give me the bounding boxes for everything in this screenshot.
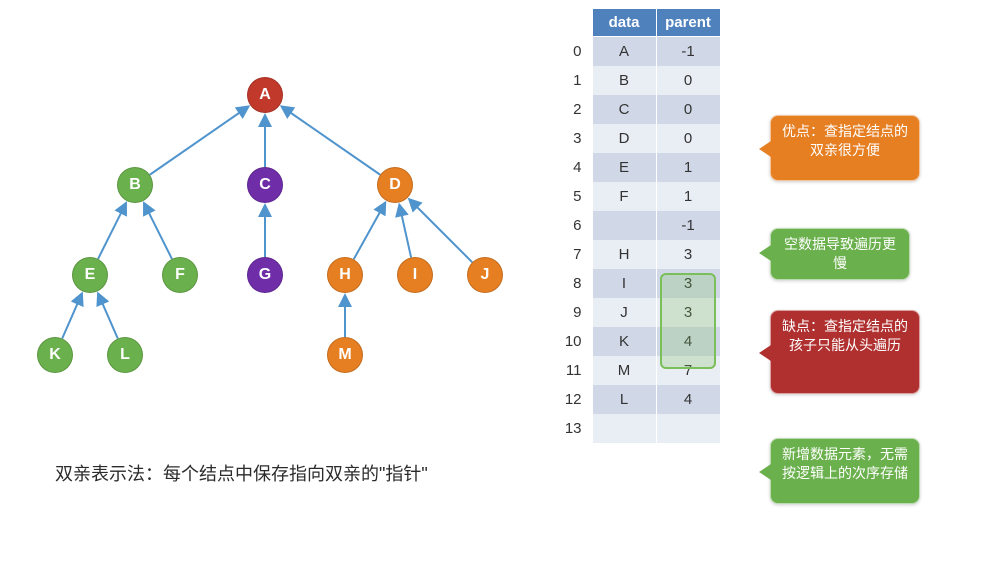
cell-data: L [592,385,656,414]
callout-advantage: 优点：查指定结点的双亲很方便 [770,115,920,181]
table-row: 9J3 [562,298,720,327]
cell-data: J [592,298,656,327]
table-header-blank [562,9,592,37]
tree-edge [150,106,249,174]
callout-tail [759,464,771,480]
cell-parent: 7 [656,356,720,385]
tree-edges [0,0,560,420]
table-row: 7H3 [562,240,720,269]
cell-data: A [592,37,656,67]
tree-edge [62,293,82,338]
cell-parent: -1 [656,211,720,240]
tree-node-e: E [72,257,108,293]
row-index: 1 [562,66,592,95]
cell-parent: 1 [656,153,720,182]
cell-data: M [592,356,656,385]
table-row: 12L4 [562,385,720,414]
tree-edge [399,205,411,258]
cell-data: I [592,269,656,298]
cell-data: K [592,327,656,356]
row-index: 3 [562,124,592,153]
tree-node-b: B [117,167,153,203]
tree-node-i: I [397,257,433,293]
cell-parent: -1 [656,37,720,67]
table-row: 13 [562,414,720,443]
row-index: 11 [562,356,592,385]
cell-parent: 4 [656,327,720,356]
table-row: 6 -1 [562,211,720,240]
tree-node-j: J [467,257,503,293]
cell-parent: 3 [656,240,720,269]
table-row: 4E1 [562,153,720,182]
tree-edge [354,202,386,259]
tree-node-g: G [247,257,283,293]
table-header-data: data [592,9,656,37]
table-row: 5F1 [562,182,720,211]
row-index: 12 [562,385,592,414]
cell-data [592,211,656,240]
row-index: 9 [562,298,592,327]
tree-node-h: H [327,257,363,293]
cell-data: B [592,66,656,95]
row-index: 4 [562,153,592,182]
cell-parent: 0 [656,124,720,153]
tree-node-m: M [327,337,363,373]
parent-table-wrap: dataparent0A-11B02C03D04E15F16-17H38I39J… [562,8,721,443]
table-header-parent: parent [656,9,720,37]
table-row: 8I3 [562,269,720,298]
cell-parent: 0 [656,66,720,95]
cell-data: F [592,182,656,211]
cell-parent: 4 [656,385,720,414]
tree-edge [281,106,380,174]
cell-parent: 3 [656,269,720,298]
table-row: 0A-1 [562,37,720,67]
callout-tail [759,345,771,361]
cell-data: H [592,240,656,269]
table-row: 1B0 [562,66,720,95]
cell-data [592,414,656,443]
row-index: 2 [562,95,592,124]
cell-data: C [592,95,656,124]
table-row: 11M7 [562,356,720,385]
tree-node-k: K [37,337,73,373]
row-index: 6 [562,211,592,240]
cell-parent: 0 [656,95,720,124]
callout-tail [759,141,771,157]
tree-node-l: L [107,337,143,373]
tree-edge [409,199,472,262]
cell-parent: 3 [656,298,720,327]
parent-table: dataparent0A-11B02C03D04E15F16-17H38I39J… [562,8,721,443]
row-index: 5 [562,182,592,211]
row-index: 7 [562,240,592,269]
cell-data: E [592,153,656,182]
callout-tail [759,245,771,261]
tree-node-a: A [247,77,283,113]
cell-parent [656,414,720,443]
callout-empty-data: 空数据导致遍历更慢 [770,228,910,280]
tree-node-f: F [162,257,198,293]
table-row: 10K4 [562,327,720,356]
tree-edge [144,203,172,259]
row-index: 10 [562,327,592,356]
row-index: 0 [562,37,592,67]
row-index: 8 [562,269,592,298]
table-row: 2C0 [562,95,720,124]
tree-edge [98,293,118,338]
tree-node-d: D [377,167,413,203]
callout-disadvantage: 缺点：查指定结点的孩子只能从头遍历 [770,310,920,394]
tree-edge [98,203,126,259]
row-index: 13 [562,414,592,443]
method-caption: 双亲表示法：每个结点中保存指向双亲的"指针" [55,460,428,486]
callout-new-element: 新增数据元素，无需按逻辑上的次序存储 [770,438,920,504]
tree-node-c: C [247,167,283,203]
table-row: 3D0 [562,124,720,153]
cell-parent: 1 [656,182,720,211]
cell-data: D [592,124,656,153]
